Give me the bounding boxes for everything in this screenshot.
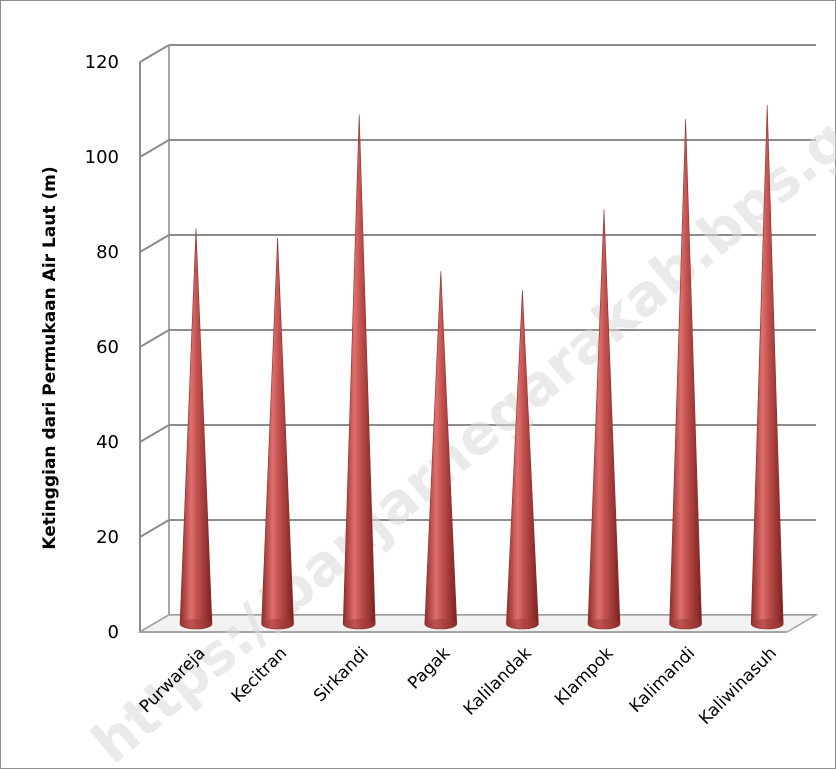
gridline-depth xyxy=(139,519,170,538)
cone-base xyxy=(424,619,457,629)
cone-base xyxy=(588,619,620,629)
cone-bar xyxy=(669,119,702,630)
y-tick-labels: 0 20 40 60 80 100 120 xyxy=(85,52,119,643)
y-tick-label: 120 xyxy=(85,52,119,73)
x-category-label: Klampok xyxy=(551,643,617,709)
cone-bar xyxy=(342,114,376,630)
x-category-label: Kalilandak xyxy=(460,643,536,719)
bars xyxy=(179,104,784,630)
gridline-depth xyxy=(139,234,170,253)
bar-klampok xyxy=(587,209,621,630)
x-category-label: Kalimandi xyxy=(626,643,700,717)
y-tick-label: 60 xyxy=(96,337,119,358)
x-category-label: Pagak xyxy=(404,643,454,693)
cone-base xyxy=(261,619,294,629)
gridline-depth xyxy=(139,139,170,158)
bar-pagak xyxy=(424,271,458,630)
cone-base xyxy=(180,619,212,629)
bar-kecitran xyxy=(261,237,294,630)
bar-kaliwinasuh xyxy=(750,104,784,630)
y-tick-label: 20 xyxy=(96,527,119,548)
y-tick-label: 80 xyxy=(96,242,119,263)
gridline-depth xyxy=(139,329,170,348)
y-tick-label: 0 xyxy=(108,622,119,643)
cone-bar xyxy=(261,237,294,630)
cone-base xyxy=(343,619,376,629)
cone-base xyxy=(506,619,539,629)
cone-bar xyxy=(506,290,539,630)
x-category-label: Sirkandi xyxy=(310,643,373,706)
x-category-label: Kaliwinasuh xyxy=(695,643,781,729)
bar-kalilandak xyxy=(506,290,539,630)
y-axis-title: Ketinggian dari Permukaan Air Laut (m) xyxy=(40,166,60,549)
bar-sirkandi xyxy=(342,114,376,630)
chart-floor xyxy=(137,614,819,633)
gridline-depth xyxy=(139,424,170,443)
cone-bar xyxy=(179,228,213,630)
cone-base xyxy=(751,619,784,629)
gridline-depth xyxy=(139,44,170,63)
cone-bar xyxy=(587,209,621,630)
bar-purwareja xyxy=(179,228,213,630)
y-tick-label: 100 xyxy=(85,147,119,168)
cone-base xyxy=(669,619,702,629)
y-tick-label: 40 xyxy=(96,432,119,453)
bar-kalimandi xyxy=(669,119,702,630)
gridlines xyxy=(139,44,816,633)
